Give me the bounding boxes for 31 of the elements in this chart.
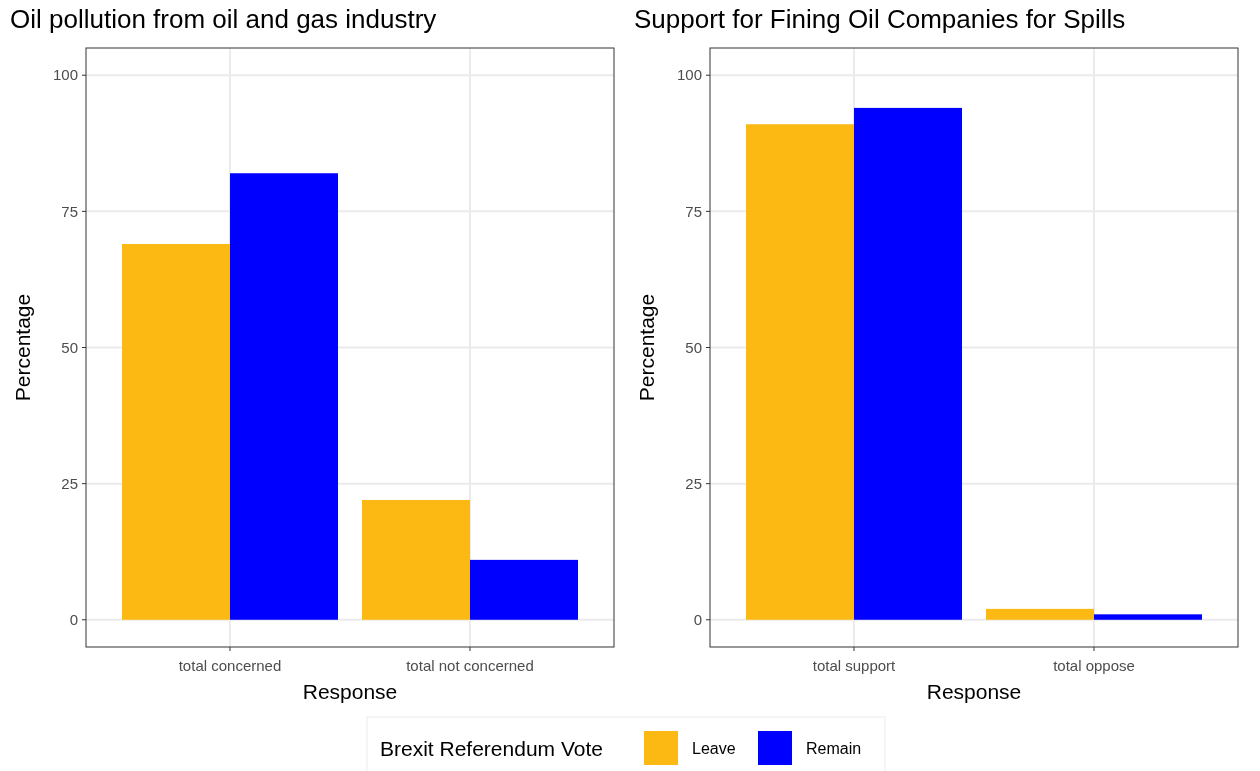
y-tick-label: 25 [685, 474, 702, 492]
x-axis-title: Response [302, 680, 398, 703]
x-axis-title: Response [926, 680, 1022, 703]
x-tick-label: total not concerned [406, 657, 534, 674]
bar [986, 608, 1094, 620]
x-tick-label: total concerned [178, 657, 282, 674]
y-tick-label: 100 [676, 66, 702, 84]
bar [1094, 614, 1202, 620]
y-tick-label: 0 [693, 611, 702, 629]
chart-title: Oil pollution from oil and gas industry [10, 4, 437, 34]
y-axis-title: Percentage [635, 293, 658, 402]
x-tick-label: total support [812, 657, 897, 674]
y-tick-label: 100 [52, 66, 78, 84]
bar [122, 244, 230, 620]
y-tick-label: 0 [69, 611, 78, 629]
bar [746, 124, 854, 620]
bar [854, 107, 962, 620]
legend-title: Brexit Referendum Vote [380, 737, 603, 760]
y-tick-label: 75 [61, 202, 78, 220]
y-tick-label: 50 [685, 338, 702, 356]
chart-title: Support for Fining Oil Companies for Spills [634, 4, 1126, 34]
x-tick-label: total oppose [1053, 657, 1135, 674]
y-tick-label: 25 [61, 474, 78, 492]
y-axis-title: Percentage [11, 293, 34, 402]
y-tick-label: 75 [685, 202, 702, 220]
bar [362, 499, 470, 620]
legend-label: Leave [692, 740, 736, 757]
bar [230, 173, 338, 620]
y-tick-label: 50 [61, 338, 78, 356]
legend-label: Remain [806, 740, 862, 757]
bar [470, 559, 578, 620]
